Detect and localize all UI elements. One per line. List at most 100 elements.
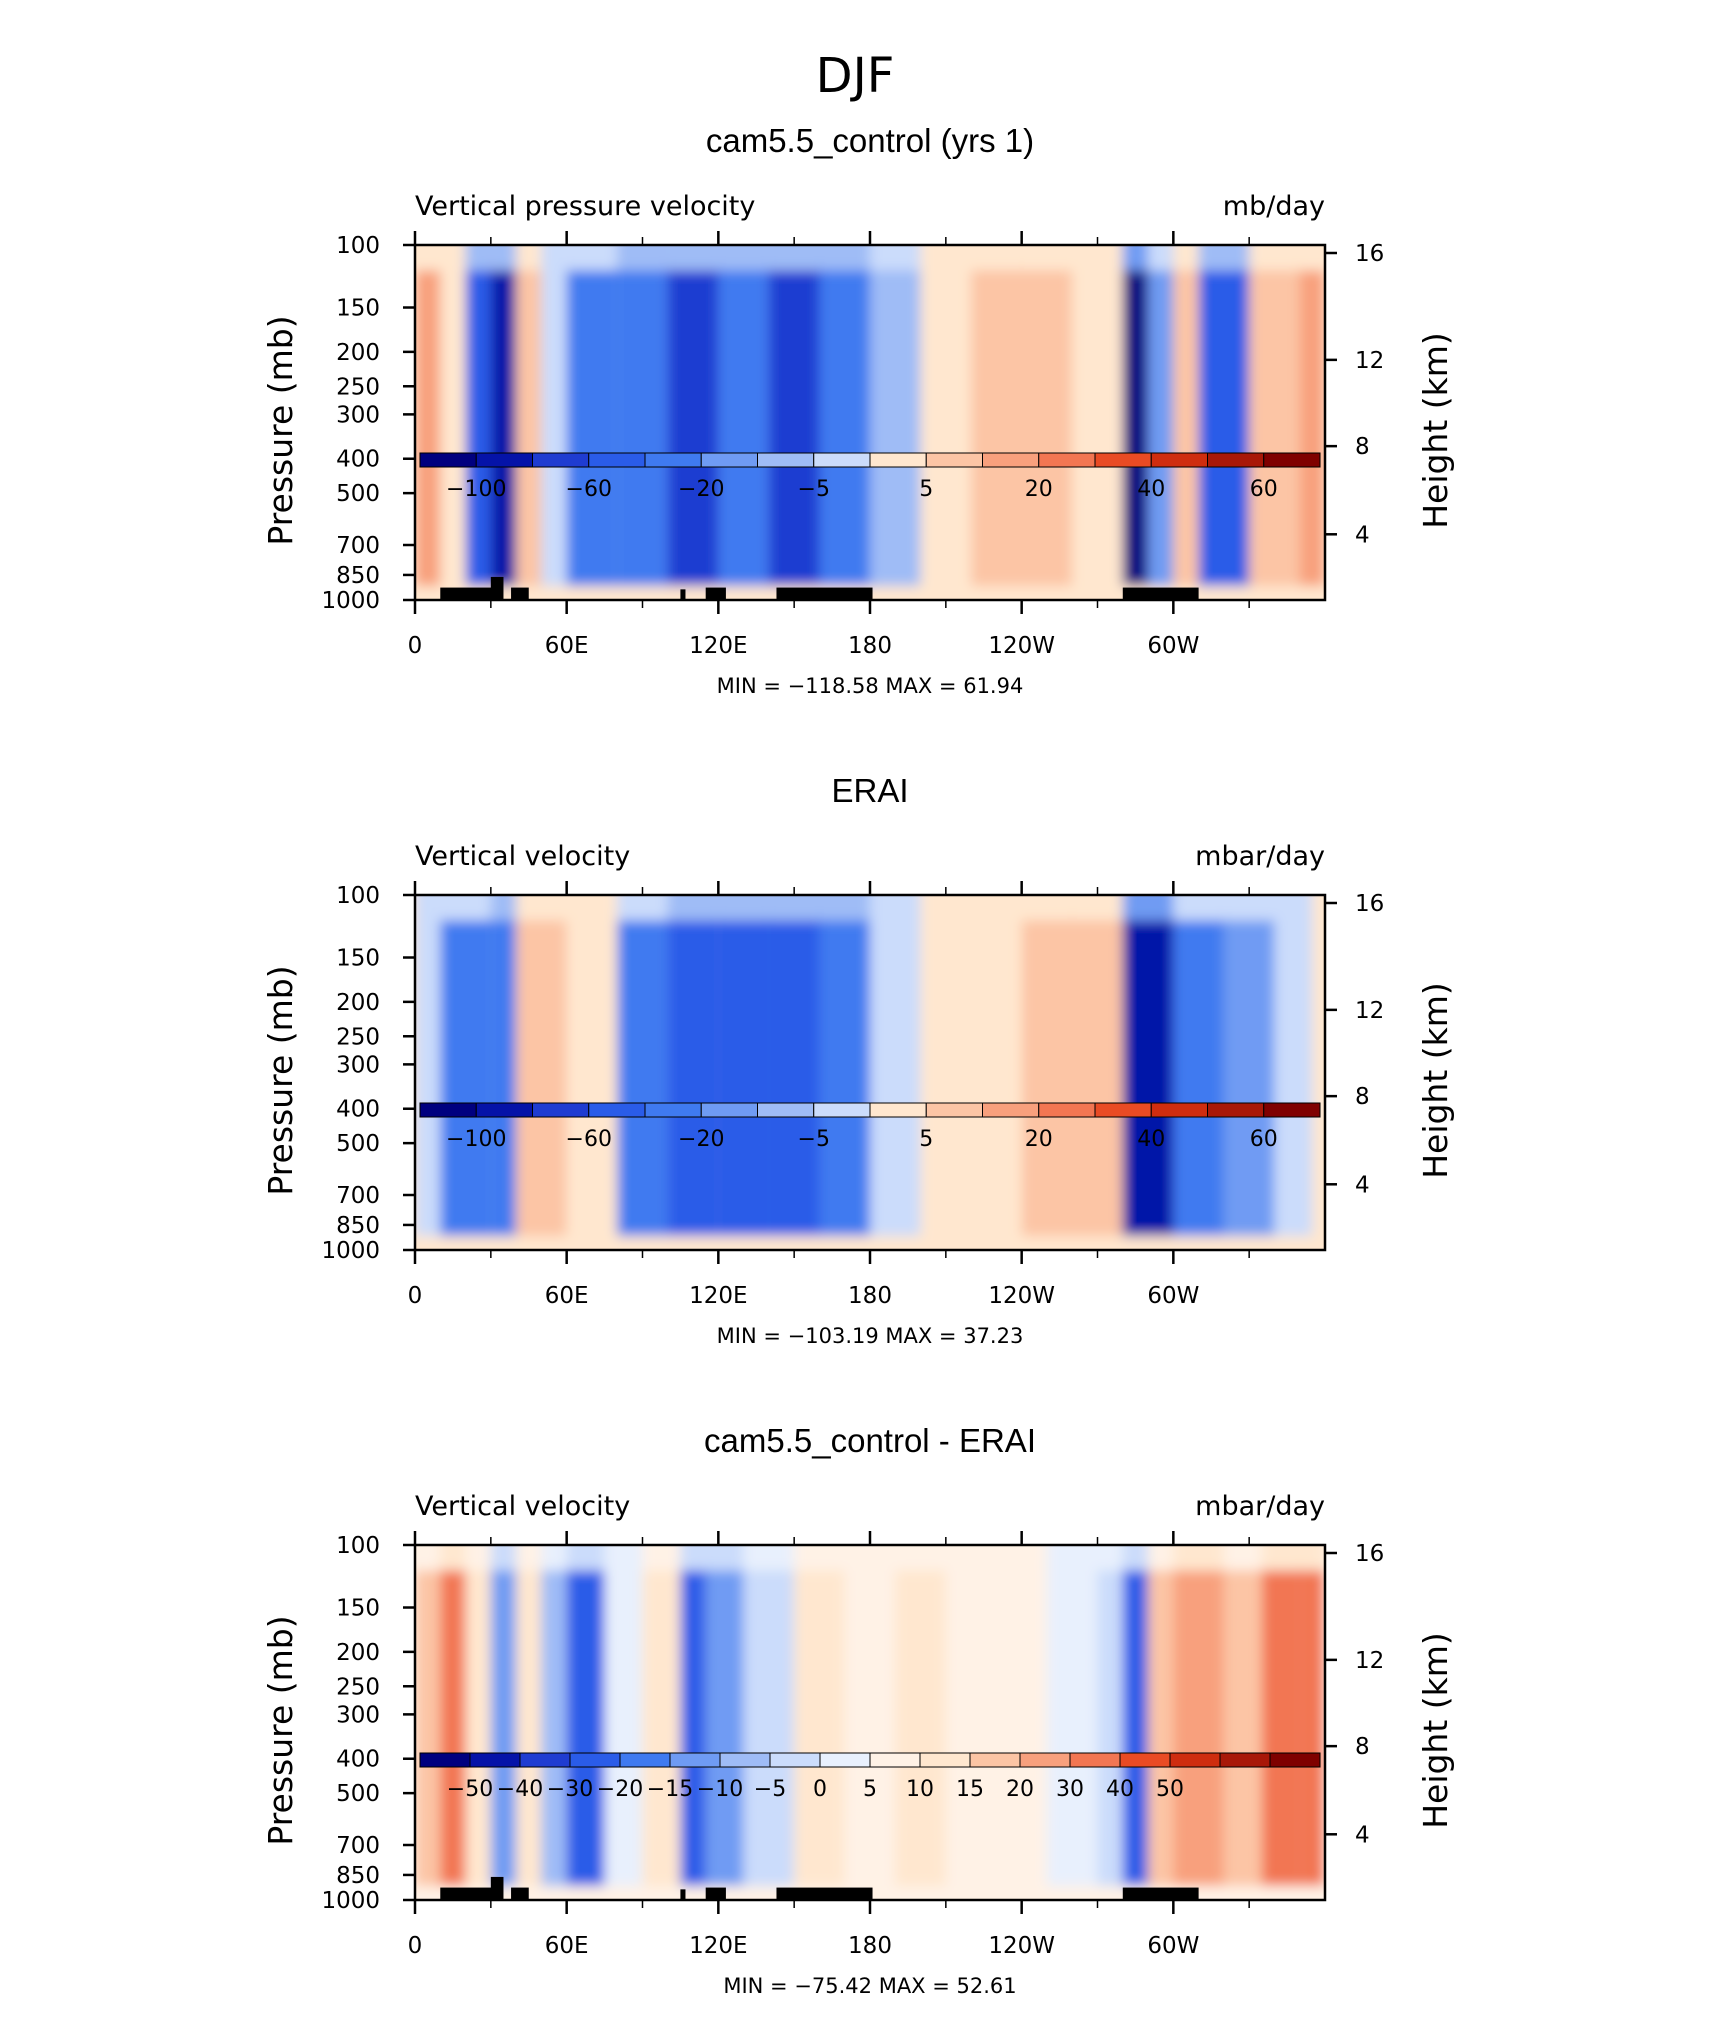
- field-cell-upper: [1148, 245, 1174, 271]
- colorbar-box: [569, 1752, 621, 1768]
- colorbar-box: [644, 452, 702, 468]
- colorbar-box: [588, 452, 646, 468]
- x-tick-label: 0: [408, 1933, 423, 1959]
- topography-mask: [705, 1887, 726, 1900]
- colorbar-box: [700, 1102, 758, 1118]
- topography-mask: [511, 587, 529, 600]
- y-tick-label: 100: [336, 883, 380, 909]
- colorbar-box: [1219, 1752, 1271, 1768]
- y-right-tick-label: 12: [1355, 1648, 1384, 1674]
- colorbar: −50 −40 −30 −20 −15 −10 −5 0 5 10 15 20 30 40 50: [419, 1752, 1321, 1802]
- field-cell-upper: [1173, 245, 1199, 271]
- x-tick-label: 120E: [689, 633, 747, 659]
- field-cell-upper: [1249, 245, 1300, 271]
- field-cell: [1173, 909, 1224, 1236]
- field-cell: [819, 909, 870, 1236]
- field-cell-upper: [945, 1545, 997, 1571]
- field-cell-upper: [667, 245, 719, 271]
- y-right-tick-label: 12: [1355, 998, 1384, 1024]
- x-tick-label: 120E: [689, 1933, 747, 1959]
- field-cell-upper: [1299, 245, 1325, 271]
- field-cell-upper: [541, 1545, 567, 1571]
- heatmap-field: [415, 245, 1325, 600]
- y-right-tick-label: 16: [1355, 1541, 1384, 1567]
- colorbar-box: [588, 1102, 646, 1118]
- y-right-axis-title: Height (km): [1416, 1632, 1455, 1829]
- field-cell-upper: [768, 895, 820, 921]
- field-cell-upper: [920, 245, 972, 271]
- x-tick-label: 180: [848, 1933, 892, 1959]
- colorbar-box: [1169, 1752, 1221, 1768]
- field-cell-upper: [415, 895, 441, 921]
- field-cell-upper: [465, 1545, 491, 1571]
- y-axis-title: Pressure (mb): [261, 1615, 300, 1845]
- field-cell-upper: [1198, 245, 1250, 271]
- colorbar-box: [1269, 1752, 1321, 1768]
- colorbar-box: [925, 452, 983, 468]
- field-cell: [743, 1559, 795, 1886]
- x-tick-label: 60W: [1147, 1933, 1199, 1959]
- colorbar-label: −5: [798, 477, 830, 502]
- field-cell: [415, 909, 441, 1236]
- colorbar-box: [419, 1102, 477, 1118]
- topography-mask: [511, 1887, 529, 1900]
- colorbar-box: [669, 1752, 721, 1768]
- field-cell: [971, 259, 1022, 586]
- panel-2: ERAI Vertical velocity mbar/day 0 60E 120E 180…: [261, 772, 1455, 1348]
- field-cell: [718, 259, 769, 586]
- y-tick-label: 100: [336, 1533, 380, 1559]
- colorbar-label: 50: [1156, 1777, 1184, 1802]
- field-cell: [440, 909, 491, 1236]
- x-tick-label: 120W: [988, 1933, 1055, 1959]
- colorbar-box: [869, 452, 927, 468]
- units-label: mb/day: [1223, 191, 1325, 222]
- field-cell-upper: [1122, 245, 1149, 271]
- x-tick-label: 60E: [545, 1283, 589, 1309]
- field-cell-upper: [1223, 1545, 1262, 1571]
- field-cell: [465, 1559, 491, 1886]
- topography-mask: [440, 1887, 496, 1900]
- panel-1: cam5.5_control (yrs 1) Vertical pressure …: [261, 122, 1455, 698]
- colorbar-box: [419, 452, 477, 468]
- x-tick-label: 60W: [1147, 633, 1199, 659]
- topography-mask: [776, 587, 873, 600]
- colorbar-box: [519, 1752, 571, 1768]
- field-cell-upper: [465, 245, 491, 271]
- field-cell: [1122, 909, 1174, 1236]
- field-cell: [895, 1559, 946, 1886]
- field-cell: [604, 1559, 643, 1886]
- field-cell-upper: [440, 895, 491, 921]
- field-cell: [516, 1559, 542, 1886]
- colorbar-label: −50: [447, 1777, 493, 1802]
- field-cell-upper: [1223, 895, 1275, 921]
- field-cell: [541, 1559, 567, 1886]
- y-tick-label: 400: [336, 447, 380, 473]
- field-cell: [1097, 1559, 1123, 1886]
- colorbar-label: −40: [497, 1777, 543, 1802]
- field-cell: [490, 259, 517, 586]
- variable-label: Vertical velocity: [415, 1491, 630, 1522]
- field-cell-upper: [844, 1545, 896, 1571]
- field-cell-upper: [971, 895, 1022, 921]
- field-cell: [1274, 909, 1313, 1236]
- field-cell: [971, 909, 1022, 1236]
- topography-mask: [680, 589, 686, 600]
- field-cell-upper: [617, 245, 668, 271]
- min-max-stats: MIN = −103.19 MAX = 37.23: [717, 1324, 1024, 1348]
- colorbar-label: 20: [1025, 1127, 1053, 1152]
- field-cell: [566, 259, 618, 586]
- colorbar-box: [819, 1752, 871, 1768]
- x-tick-label: 120W: [988, 1283, 1055, 1309]
- field-cell-upper: [1072, 895, 1123, 921]
- colorbar-box: [1119, 1752, 1171, 1768]
- field-cell: [870, 909, 921, 1236]
- y-tick-label: 100: [336, 233, 380, 259]
- y-tick-label: 300: [336, 402, 380, 428]
- field-cell: [490, 1559, 517, 1886]
- colorbar-box: [719, 1752, 771, 1768]
- y-right-axis-title: Height (km): [1416, 332, 1455, 529]
- x-tick-label: 0: [408, 1283, 423, 1309]
- colorbar-box: [532, 1102, 590, 1118]
- y-tick-label: 500: [336, 1781, 380, 1807]
- field-cell: [667, 909, 719, 1236]
